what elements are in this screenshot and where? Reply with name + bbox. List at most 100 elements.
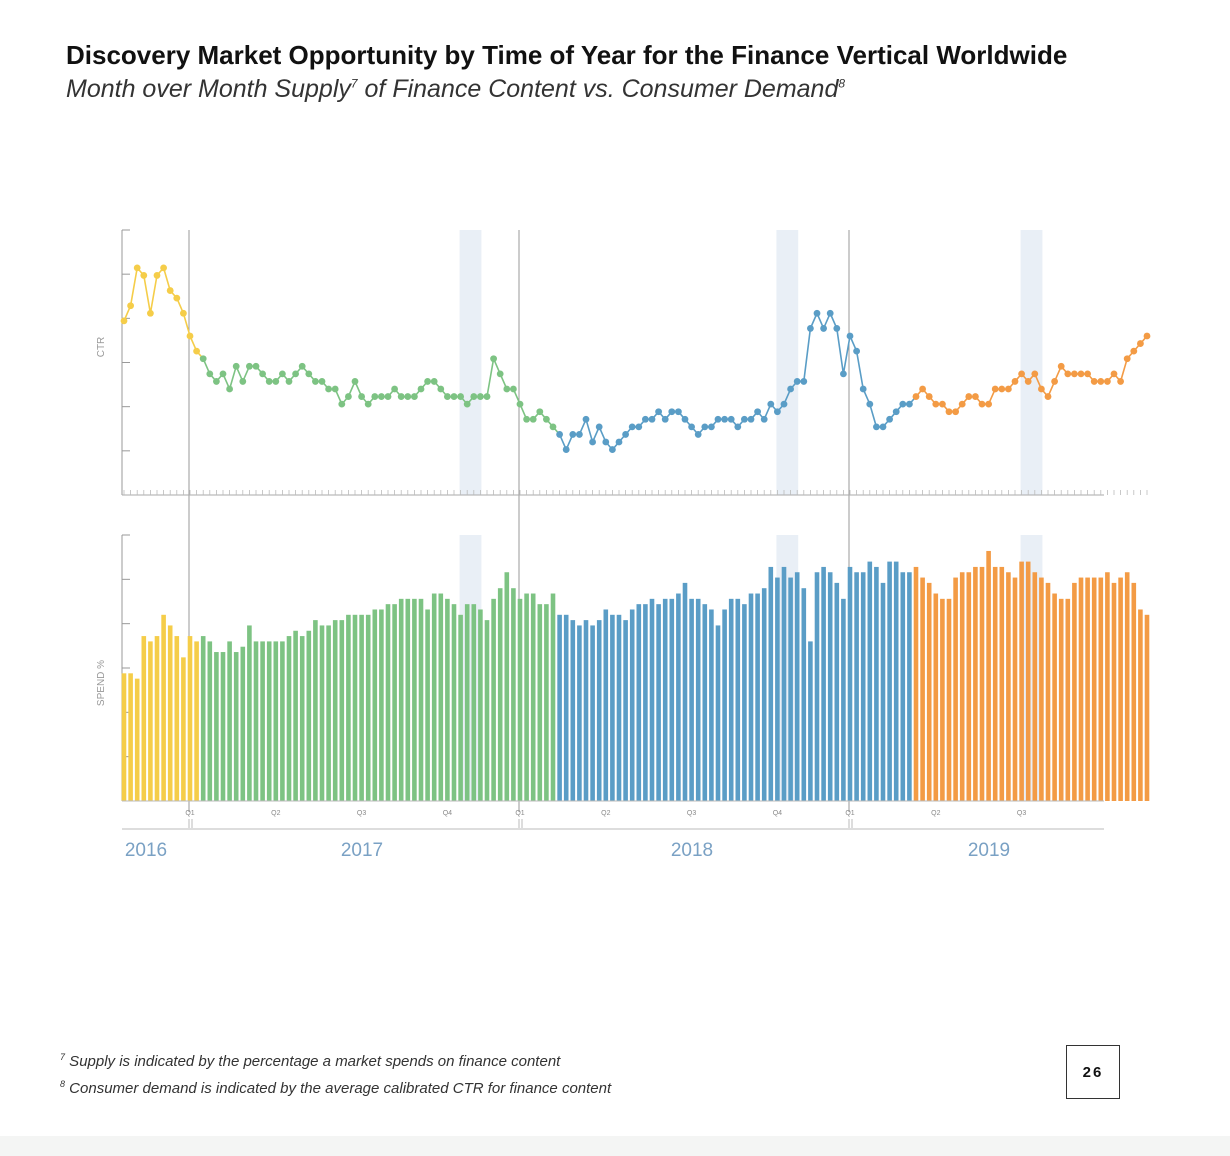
ctr-point xyxy=(754,408,761,416)
ctr-point xyxy=(226,385,234,393)
ctr-point xyxy=(259,370,266,378)
spend-bar xyxy=(464,604,470,801)
ctr-point xyxy=(424,378,431,385)
ctr-point xyxy=(635,423,643,431)
ctr-point xyxy=(991,385,999,393)
spend-bar xyxy=(1032,572,1038,801)
ctr-point xyxy=(701,423,709,431)
ctr-point xyxy=(1005,385,1012,393)
ctr-point xyxy=(813,309,821,317)
ctr-point xyxy=(265,378,273,385)
ctr-point xyxy=(140,272,148,279)
spend-bar xyxy=(808,641,813,801)
ctr-point xyxy=(166,287,174,294)
spend-bar xyxy=(273,641,279,801)
spend-bar xyxy=(299,636,305,801)
spend-bar xyxy=(537,604,543,801)
spend-bar xyxy=(550,593,556,801)
spend-bar xyxy=(722,609,727,801)
spend-bar xyxy=(326,625,331,801)
spend-bar xyxy=(1052,593,1057,801)
spend-bar xyxy=(1091,577,1097,801)
ctr-point xyxy=(774,408,781,416)
spend-bar xyxy=(992,566,998,801)
spend-bar xyxy=(867,561,873,801)
spend-bar xyxy=(695,598,701,801)
ctr-point xyxy=(576,431,583,438)
spend-bar xyxy=(154,636,160,801)
spend-bar xyxy=(1118,577,1123,801)
ctr-point xyxy=(523,415,530,423)
spend-bar xyxy=(590,625,595,801)
spend-bar xyxy=(260,641,265,801)
spend-bar xyxy=(662,598,668,801)
spend-bar xyxy=(280,641,285,801)
spend-bar xyxy=(715,625,721,801)
footnote-8-text: Consumer demand is indicated by the aver… xyxy=(65,1080,612,1097)
spend-bar xyxy=(174,636,180,801)
ctr-point xyxy=(160,264,168,272)
spend-bar xyxy=(379,609,384,801)
spend-bar xyxy=(913,566,919,801)
spend-bar xyxy=(451,604,457,801)
ctr-point xyxy=(246,362,253,370)
spend-bar xyxy=(1131,582,1137,801)
ctr-point xyxy=(1143,332,1151,340)
spend-bar xyxy=(478,609,483,801)
quarter-label-5: Q2 xyxy=(601,810,610,817)
spend-bar xyxy=(200,636,206,801)
quarter-label-6: Q3 xyxy=(687,810,696,817)
ctr-point xyxy=(655,408,662,416)
spend-bar xyxy=(1124,572,1130,801)
ctr-point xyxy=(232,362,240,370)
spend-bar xyxy=(854,572,859,801)
ctr-point xyxy=(153,272,161,279)
spend-bar xyxy=(181,657,186,801)
footnote-8-marker: 8 xyxy=(60,1079,66,1089)
ctr-point xyxy=(727,415,735,423)
spend-bar xyxy=(761,588,767,801)
ctr-point xyxy=(787,385,794,393)
year-label-2018: 2018 xyxy=(671,840,713,861)
ctr-point xyxy=(1104,378,1111,385)
spend-bar xyxy=(497,588,503,801)
spend-bar xyxy=(227,641,232,801)
ctr-point xyxy=(879,423,887,431)
ctr-point xyxy=(925,393,933,400)
spend-bar xyxy=(148,641,153,801)
spend-bar xyxy=(893,561,899,801)
spend-bar xyxy=(1111,582,1117,801)
ctr-point xyxy=(800,378,808,385)
spend-bar xyxy=(332,620,338,801)
ctr-point xyxy=(886,415,893,423)
ctr-point xyxy=(147,309,154,317)
spend-bar xyxy=(880,582,886,801)
spend-bar xyxy=(1144,614,1150,801)
ctr-point xyxy=(444,393,451,400)
spend-bar xyxy=(313,620,318,801)
spend-bar xyxy=(669,598,675,801)
spend-bar xyxy=(398,598,404,801)
ctr-point xyxy=(1057,362,1065,370)
spend-bar xyxy=(748,593,754,801)
spend-bar xyxy=(1138,609,1143,801)
ctr-point xyxy=(846,332,854,340)
spend-bar xyxy=(1105,572,1110,801)
spend-bar xyxy=(240,646,246,801)
ctr-point xyxy=(556,431,563,438)
ctr-point xyxy=(1044,393,1052,400)
ctr-point xyxy=(965,393,973,400)
spend-bar xyxy=(676,593,681,801)
ctr-point xyxy=(820,325,827,332)
spend-axis-label: SPEND % xyxy=(96,660,107,706)
ctr-point xyxy=(378,393,385,400)
ctr-point xyxy=(1117,378,1124,385)
ctr-point xyxy=(628,423,636,431)
ctr-line-2016 xyxy=(123,266,204,360)
ctr-point xyxy=(1038,385,1045,393)
footnote-7: 7 Supply is indicated by the percentage … xyxy=(60,1046,611,1073)
ctr-point xyxy=(364,400,372,408)
ctr-point xyxy=(741,415,748,423)
spend-bar xyxy=(445,598,450,801)
spend-bar xyxy=(583,620,589,801)
